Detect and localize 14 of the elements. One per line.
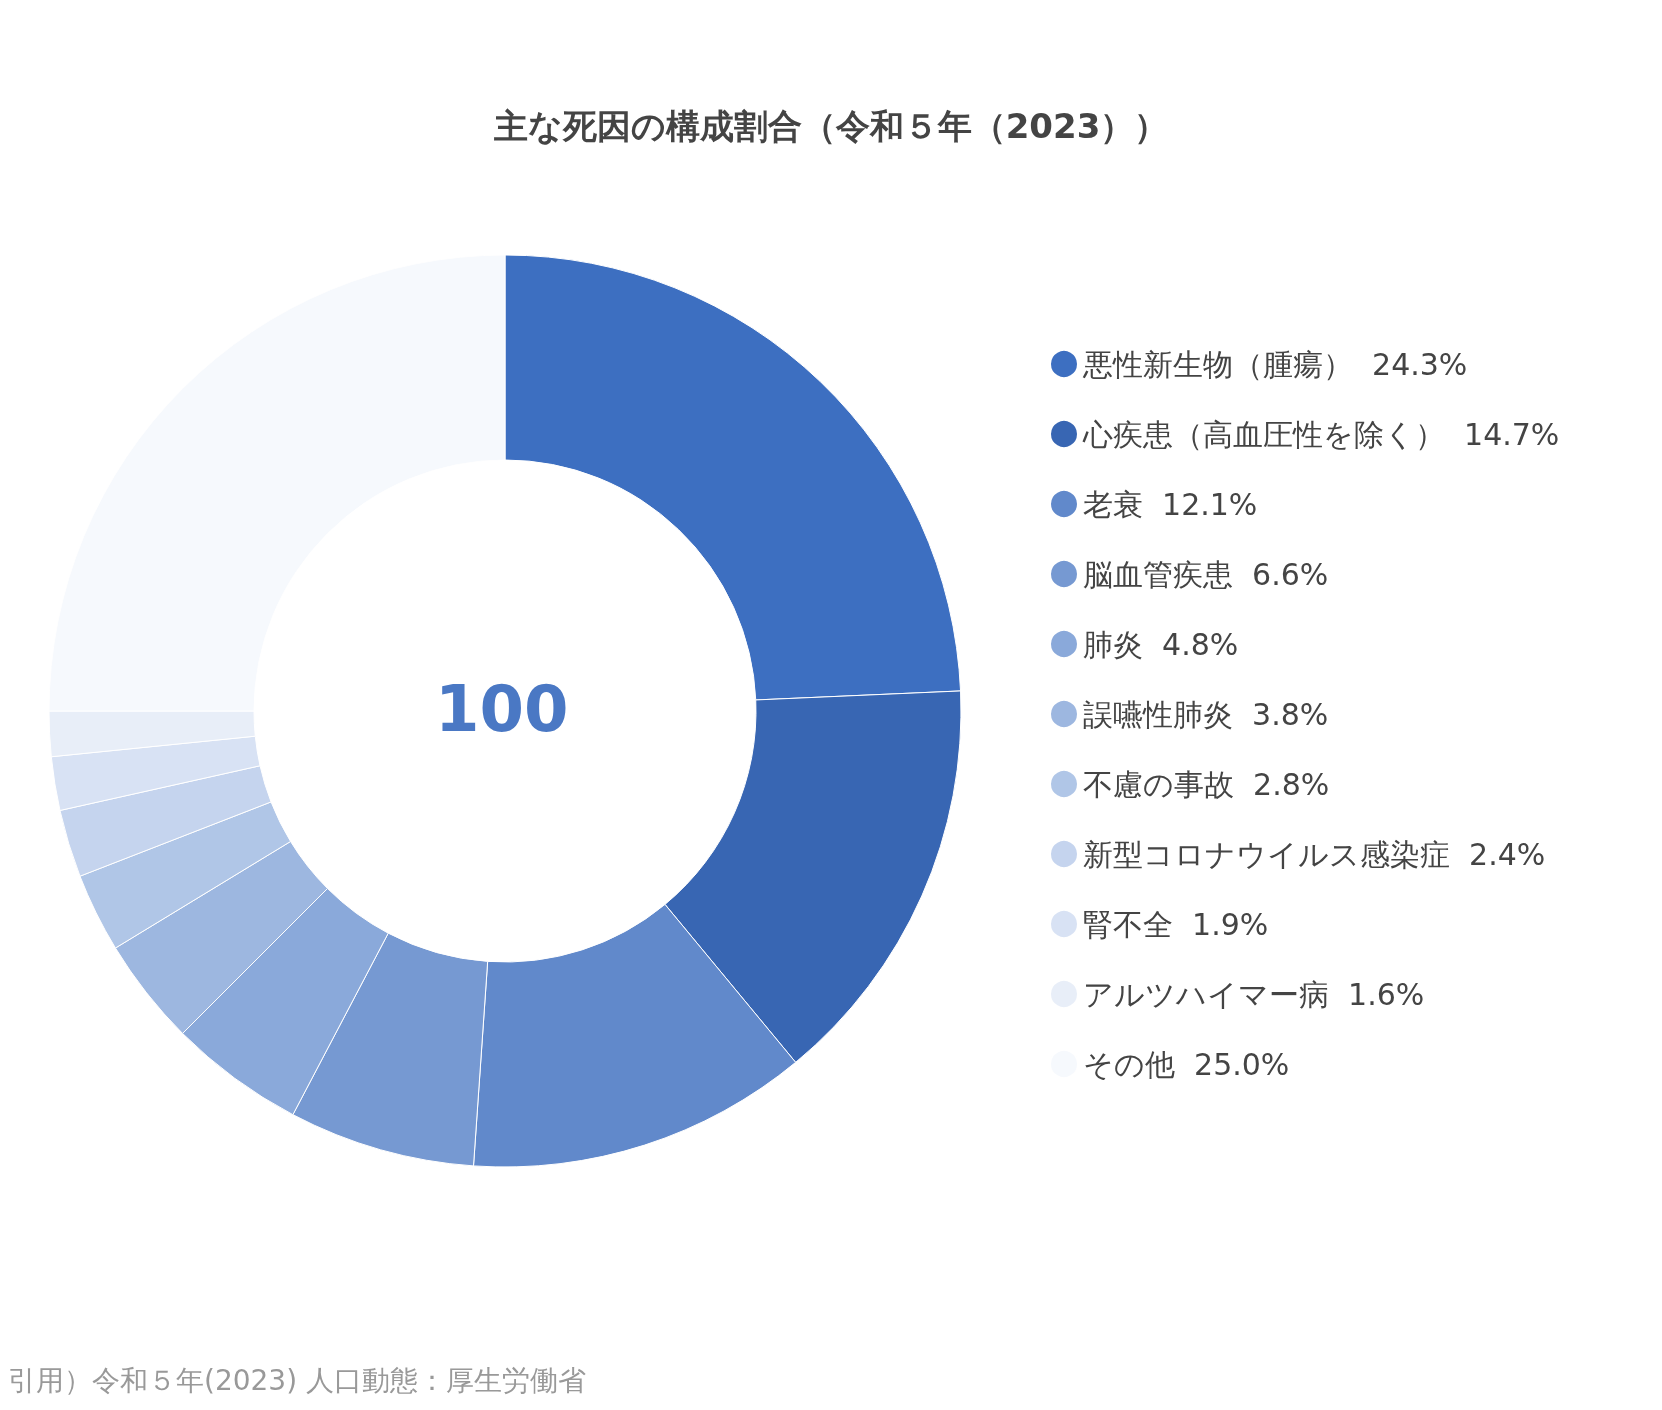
legend-label: その他 25.0% [1083, 1046, 1290, 1082]
chart-title: 主な死因の構成割合（令和５年（2023）） [492, 106, 1169, 146]
text: 引用）令和５年(2023) 人口動態：厚生労働省 [8, 1363, 587, 1397]
legend-label: 腎不全 1.9% [1083, 906, 1269, 942]
legend-label: 肺炎 4.8% [1083, 626, 1239, 662]
legend-label: 脳血管疾患 6.6% [1083, 556, 1329, 592]
legend-label: 老衰 12.1% [1083, 486, 1258, 522]
legend-label: 新型コロナウイルス感染症 2.4% [1083, 836, 1546, 872]
legend-label: 不慮の事故 2.8% [1083, 766, 1330, 802]
legend-label: アルツハイマー病 1.6% [1083, 976, 1425, 1012]
legend-label: 心疾患（高血圧性を除く） 14.7% [1082, 416, 1560, 452]
text: 100 [435, 672, 569, 746]
legend-label: 悪性新生物（腫瘍） 24.3% [1082, 346, 1468, 382]
legend-label: 誤嚥性肺炎 3.8% [1083, 696, 1329, 732]
